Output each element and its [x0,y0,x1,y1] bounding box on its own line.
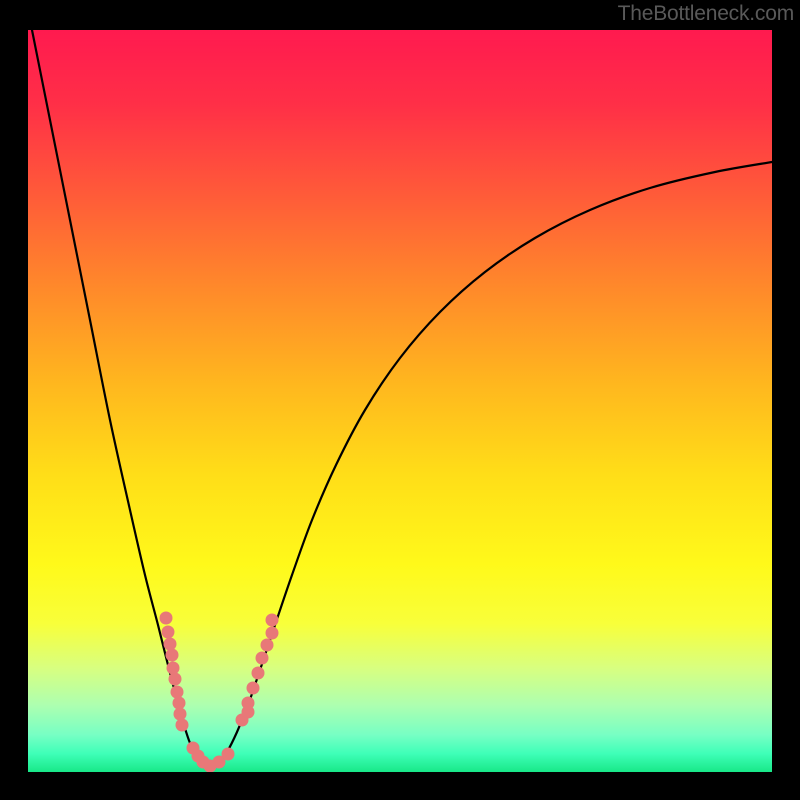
data-dot [164,638,177,651]
data-dot [169,673,182,686]
data-dot [162,626,175,639]
data-dot [166,649,179,662]
data-dot [174,708,187,721]
data-dot [256,652,269,665]
chart-container: { "watermark": { "text": "TheBottleneck.… [0,0,800,800]
bottleneck-chart [0,0,800,800]
data-dot [222,748,235,761]
data-dot [261,639,274,652]
data-dot [247,682,260,695]
data-dot [160,612,173,625]
data-dot [266,614,279,627]
data-dot [242,706,255,719]
data-dot [252,667,265,680]
plot-background [28,30,772,772]
data-dot [171,686,184,699]
data-dot [173,697,186,710]
data-dot [176,719,189,732]
watermark-text: TheBottleneck.com [618,2,794,26]
data-dot [167,662,180,675]
data-dot [266,627,279,640]
